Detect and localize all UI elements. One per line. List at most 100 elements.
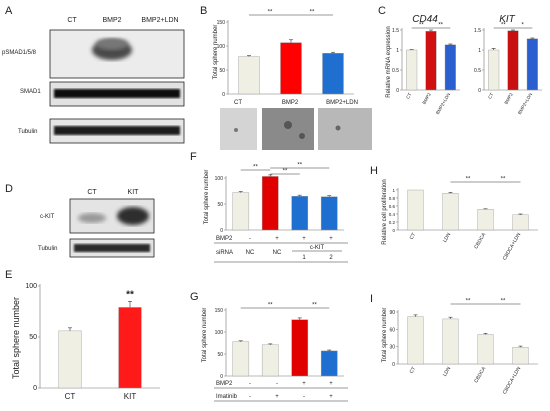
bar xyxy=(261,176,279,231)
significance-mark: ** xyxy=(253,165,258,171)
row-label-smad1: SMAD1 xyxy=(20,89,41,95)
panel-letter-c: C xyxy=(378,5,386,17)
panel-b: B Total sphere number 150 100 50 0 ** ** CT B… xyxy=(200,5,372,150)
bar xyxy=(406,49,418,91)
panel-g-chart: 150 100 50 0 ** ** xyxy=(215,303,344,380)
bar xyxy=(512,347,529,365)
y-tick-label: 0 xyxy=(392,362,395,368)
panel-g: G Total sphere number 150 100 50 0 ** ** BMP2… xyxy=(190,291,348,402)
bar xyxy=(425,31,437,91)
row-label-tubulin: Tubulin xyxy=(18,129,37,135)
bar xyxy=(280,42,302,95)
category-label: BMP2+LDN xyxy=(517,92,533,115)
panel-letter-d: D xyxy=(5,183,13,195)
band-smad1 xyxy=(54,89,180,98)
bar xyxy=(407,316,424,365)
band-tubulin xyxy=(74,244,150,252)
f-ckit-num: 2 xyxy=(329,255,333,261)
g-bmp2-sign: + xyxy=(302,381,306,387)
lane-label-ct: CT xyxy=(87,189,97,196)
bar xyxy=(238,56,260,95)
panel-i: I Total sphere number 90 60 30 0 CT LDN CBDCA C… xyxy=(370,293,538,395)
band-psmad-bmp2-top xyxy=(96,38,128,50)
significance-mark: ** xyxy=(310,10,315,16)
significance-mark: ** xyxy=(312,303,317,309)
band-tubulin xyxy=(54,126,180,135)
f-ckit-label: c-KIT xyxy=(310,245,325,251)
bar xyxy=(291,319,309,377)
y-tick-label: 100 xyxy=(25,283,37,290)
panel-c-title-cd44: CD44 xyxy=(412,14,438,25)
panel-a: A CT BMP2 BMP2+LDN pSMAD1/5/8 SMAD1 Tubu… xyxy=(2,5,185,144)
bar xyxy=(477,334,494,365)
bar xyxy=(407,189,424,231)
panel-letter-i: I xyxy=(370,293,373,305)
category-label: CBDCA xyxy=(473,231,487,250)
significance-mark: ** xyxy=(126,289,134,300)
y-tick-label: 50 xyxy=(219,68,225,74)
bar xyxy=(322,53,344,95)
y-tick-label: 150 xyxy=(215,308,224,314)
f-sirna-nc: NC xyxy=(246,250,255,256)
y-tick-label: 0 xyxy=(33,385,37,392)
lane-label-kit: KIT xyxy=(128,189,140,196)
y-tick-label: 100 xyxy=(217,44,226,50)
y-tick-label: 50 xyxy=(217,352,223,358)
panel-h-chart: 1 0.8 0.6 0.4 0.2 0 CT LDN CBDCA CBDCA+LDN ** ** xyxy=(389,177,538,261)
y-tick-label: 0 xyxy=(392,228,395,233)
y-tick-label: 1.5 xyxy=(474,28,481,34)
bar xyxy=(320,350,338,377)
y-tick-label: 0.2 xyxy=(389,220,396,225)
f-bmp2-sign: + xyxy=(329,236,333,242)
panel-letter-g: G xyxy=(190,291,199,303)
sphere-dot xyxy=(284,121,292,129)
panel-e: E Total sphere number 100 50 0 CT KIT ** xyxy=(5,269,160,401)
category-label: CBDCA xyxy=(473,365,487,384)
y-tick-label: 0.6 xyxy=(389,204,396,209)
significance-mark: * xyxy=(521,23,524,29)
bar xyxy=(320,196,338,231)
panel-b-cat-bmp2: BMP2 xyxy=(282,100,299,106)
panel-c-chart-cd44: 1.5 1 0.5 0 CT BMP2 BMP2+LDN ** ** xyxy=(392,23,460,115)
y-tick-label: 0 xyxy=(220,228,223,234)
micrograph-ct xyxy=(220,108,257,150)
panel-f-chart: 100 50 0 ** ** ** xyxy=(215,163,344,234)
panel-b-cat-ct: CT xyxy=(234,100,242,106)
panel-i-ylabel: Total sphere number xyxy=(382,308,388,363)
panel-letter-b: B xyxy=(200,5,207,17)
g-imatinib-sign: + xyxy=(329,394,333,400)
f-bmp2-sign: + xyxy=(302,236,306,242)
panel-b-ylabel: Total sphere number xyxy=(213,25,219,80)
y-tick-label: 0 xyxy=(222,92,225,98)
panel-b-cat-bmp2-ldn: BMP2+LDN xyxy=(326,100,358,106)
y-tick-label: 50 xyxy=(217,202,223,208)
bar xyxy=(526,38,538,91)
bar xyxy=(58,330,82,389)
y-tick-label: 90 xyxy=(389,310,395,316)
bar xyxy=(512,214,529,231)
lane-label-ct: CT xyxy=(67,17,77,24)
y-tick-label: 0 xyxy=(478,88,481,94)
panel-e-chart: 100 50 0 CT KIT ** xyxy=(25,283,160,401)
row-label-tubulin: Tubulin xyxy=(38,246,57,252)
sphere-dot xyxy=(299,133,305,139)
panel-b-chart: 150 100 50 0 ** ** xyxy=(217,10,354,98)
band-ckit-kit xyxy=(117,207,149,225)
category-label: CT xyxy=(487,92,494,100)
panel-e-ylabel: Total sphere number xyxy=(11,297,21,379)
bar xyxy=(232,341,250,377)
panel-c-title-kit: KIT xyxy=(499,14,515,25)
g-imatinib-label: Imatinib xyxy=(216,394,238,400)
lane-label-bmp2: BMP2 xyxy=(102,17,121,24)
y-tick-label: 0 xyxy=(220,374,223,380)
category-label: CT xyxy=(409,366,418,375)
lane-label-bmp2-ldn: BMP2+LDN xyxy=(141,17,178,24)
y-tick-label: 1 xyxy=(396,48,399,54)
y-tick-label: 1 xyxy=(392,188,395,193)
f-ckit-num: 1 xyxy=(302,255,306,261)
category-label: CT xyxy=(405,92,412,100)
g-imatinib-sign: + xyxy=(275,394,279,400)
